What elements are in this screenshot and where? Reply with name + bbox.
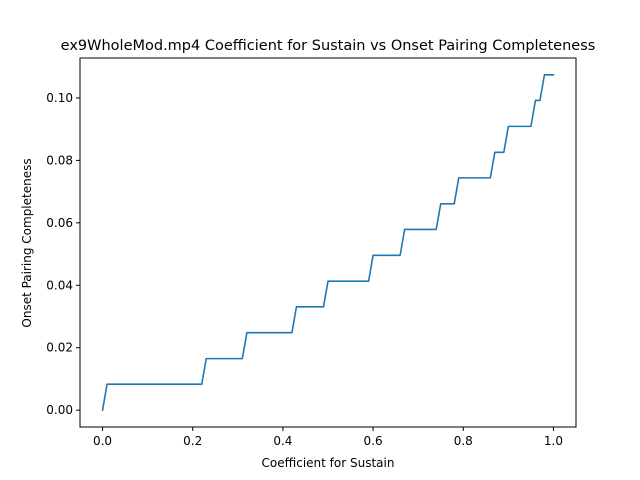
y-tick-label: 0.06 — [46, 216, 73, 230]
x-tick-label: 1.0 — [544, 434, 563, 448]
x-tick-label: 0.4 — [273, 434, 292, 448]
y-tick-label: 0.02 — [46, 341, 73, 355]
x-tick-label: 0.0 — [93, 434, 112, 448]
plot-area: 0.0 0.2 0.4 0.6 0.8 1.0 0.00 0.02 0.04 0.06 0.08 0.… — [46, 57, 577, 448]
y-tick-label: 0.10 — [46, 91, 73, 105]
y-axis-label: Onset Pairing Completeness — [20, 158, 34, 327]
x-tick-label: 0.8 — [454, 434, 473, 448]
chart-title: ex9WholeMod.mp4 Coefficient for Sustain … — [61, 38, 596, 54]
y-tick-label: 0.04 — [46, 278, 73, 292]
y-tick-label: 0.08 — [46, 153, 73, 167]
x-axis-label: Coefficient for Sustain — [262, 456, 395, 470]
plot-frame — [79, 57, 577, 428]
series-line-0 — [101, 74, 555, 412]
x-tick-label: 0.2 — [183, 434, 202, 448]
x-tick-label: 0.6 — [364, 434, 383, 448]
y-tick-label: 0.00 — [46, 403, 73, 417]
